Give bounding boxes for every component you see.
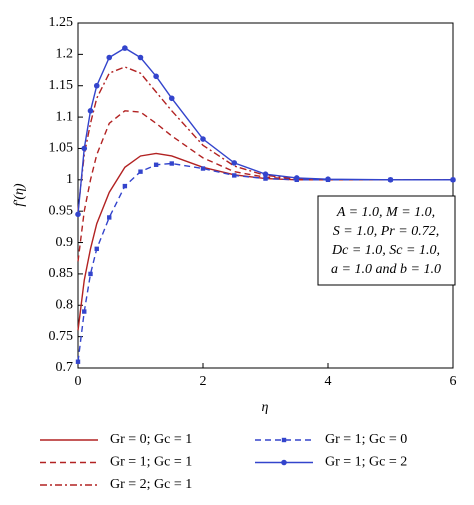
annotation-text: A = 1.0, M = 1.0, <box>336 205 435 220</box>
y-tick-label: 1.15 <box>49 78 74 93</box>
y-tick-label: 1 <box>66 172 73 187</box>
marker <box>138 169 143 174</box>
x-axis-label: η <box>262 400 269 415</box>
legend-label: Gr = 1; Gc = 2 <box>325 455 407 470</box>
annotation-text: Dc = 1.0, Sc = 1.0, <box>331 243 440 258</box>
series-line <box>77 162 453 362</box>
y-tick-label: 1.05 <box>49 141 74 156</box>
marker <box>94 246 99 252</box>
y-tick-label: 1.25 <box>49 15 74 30</box>
marker <box>81 145 88 152</box>
y-tick-label: 0.85 <box>49 266 74 281</box>
marker <box>281 459 287 466</box>
marker <box>153 73 159 80</box>
x-tick-label: 0 <box>75 374 82 389</box>
series-line <box>77 152 453 331</box>
annotation-box <box>317 195 456 286</box>
y-tick-label: 1.1 <box>56 109 74 124</box>
marker <box>137 54 144 61</box>
marker <box>325 176 331 182</box>
y-tick-label: 0.9 <box>56 235 74 250</box>
annotation-text: S = 1.0, Pr = 0.72, <box>333 224 439 239</box>
x-tick-label: 6 <box>450 374 457 389</box>
series-line <box>77 110 453 262</box>
x-tick-label: 4 <box>325 374 332 389</box>
marker <box>82 309 87 314</box>
series-line <box>77 47 453 215</box>
marker <box>232 173 237 178</box>
marker <box>87 108 94 114</box>
x-tick-label: 2 <box>200 374 207 389</box>
legend-label: Gr = 1; Gc = 0 <box>325 432 407 447</box>
marker <box>262 171 269 177</box>
marker <box>88 271 93 277</box>
marker <box>387 177 394 183</box>
marker <box>93 82 100 89</box>
marker <box>153 162 159 167</box>
y-tick-label: 0.7 <box>56 360 74 375</box>
series-line <box>77 66 453 212</box>
marker <box>200 136 206 142</box>
marker <box>293 175 300 181</box>
marker <box>106 54 113 61</box>
y-axis-label: f′(η) <box>12 183 27 207</box>
marker <box>75 211 81 218</box>
y-tick-label: 0.8 <box>56 297 74 312</box>
marker <box>122 45 128 51</box>
marker <box>281 437 287 443</box>
marker <box>263 176 268 181</box>
marker <box>75 359 81 364</box>
marker <box>107 215 112 220</box>
y-tick-label: 1.2 <box>56 47 74 62</box>
marker <box>169 161 174 166</box>
legend-label: Gr = 0; Gc = 1 <box>110 432 192 447</box>
y-tick-label: 0.75 <box>49 329 74 344</box>
annotation-text: a = 1.0 and b = 1.0 <box>331 262 441 277</box>
marker <box>450 177 456 183</box>
legend-label: Gr = 1; Gc = 1 <box>110 455 192 470</box>
legend-label: Gr = 2; Gc = 1 <box>110 477 192 492</box>
marker <box>122 183 128 189</box>
marker <box>200 166 206 171</box>
marker <box>231 160 238 166</box>
marker <box>168 95 175 102</box>
y-tick-label: 0.95 <box>49 203 74 218</box>
